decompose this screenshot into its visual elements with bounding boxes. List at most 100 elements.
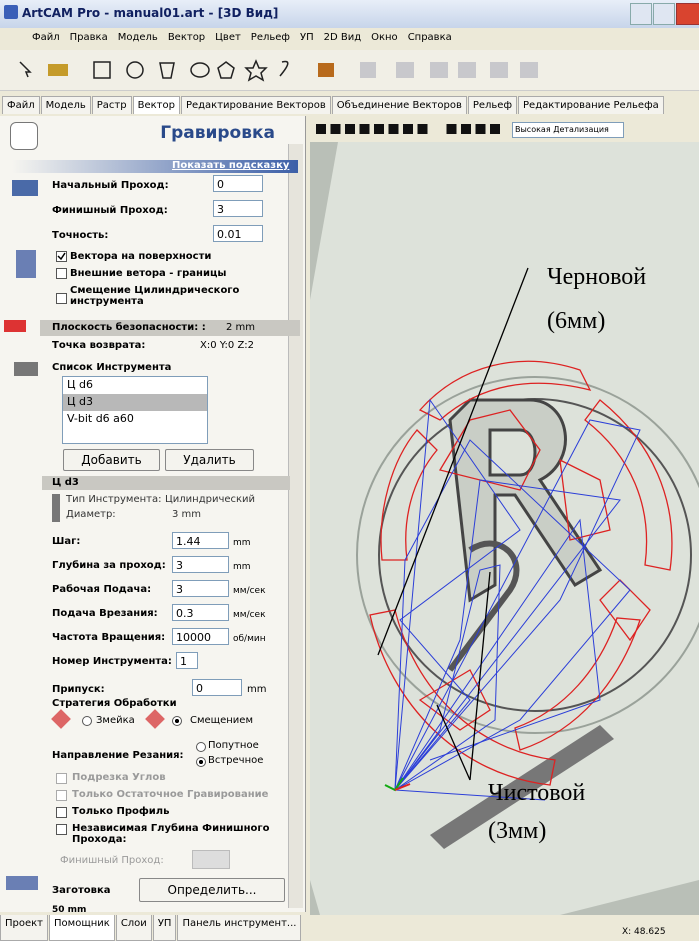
menu-item[interactable]: Файл (32, 32, 60, 43)
allowance-input[interactable]: 0 (192, 679, 242, 696)
panel-title: Гравировка (160, 123, 275, 143)
tool-list-label: Список Инструмента (52, 362, 172, 373)
ribbon-tab[interactable]: Файл (2, 96, 40, 114)
checkbox[interactable] (56, 268, 67, 279)
param-input[interactable]: 1 (176, 652, 198, 669)
param-label: Рабочая Подача: (52, 584, 152, 595)
annotation: Черновой (547, 264, 646, 290)
radio[interactable] (196, 757, 206, 767)
view-button[interactable] (374, 124, 384, 134)
bottom-tab[interactable]: УП (152, 915, 177, 941)
close-button[interactable] (676, 3, 699, 25)
toolbar-icons (19, 59, 538, 82)
strategy-option[interactable]: Змейка (96, 715, 135, 726)
minimize-button[interactable] (630, 3, 652, 25)
define-button[interactable]: Определить... (139, 878, 285, 902)
checkbox (56, 773, 67, 784)
tool-shape (52, 494, 60, 522)
view-button[interactable] (388, 124, 399, 134)
param-unit: mm (233, 538, 251, 548)
radio[interactable] (172, 716, 182, 726)
checkbox-label: Внешние ветора - границы (70, 268, 227, 279)
view-button[interactable] (359, 124, 370, 134)
view-button[interactable] (403, 124, 413, 134)
view-button[interactable] (417, 124, 428, 134)
finish-pass-input (192, 850, 230, 869)
checkbox[interactable] (56, 251, 67, 262)
field-input[interactable]: 0 (213, 175, 263, 192)
strategy-option[interactable]: Смещением (190, 715, 253, 726)
param-input[interactable]: 10000 (172, 628, 229, 645)
ribbon-tab[interactable]: Редактирование Векторов (180, 96, 331, 114)
tool-list[interactable]: Ц d6 Ц d3 V-bit d6 a60 (62, 376, 208, 444)
checkbox[interactable] (56, 824, 67, 835)
tool-list-item[interactable]: Ц d6 (67, 378, 94, 391)
direction-option[interactable]: Попутное (208, 740, 259, 751)
tool-icon (14, 362, 38, 376)
menu-item[interactable]: Вектор (167, 32, 206, 43)
viewport: Черновой (6мм) Чистовой (3мм) (310, 142, 699, 915)
hint-link[interactable]: Показать подсказку (172, 160, 290, 171)
ribbon-tab[interactable]: Вектор (132, 96, 180, 114)
param-input[interactable]: 0.3 (172, 604, 229, 621)
bottom-tab[interactable]: Панель инструмент... (177, 915, 302, 941)
view-button[interactable] (461, 124, 471, 134)
status-bar: X: 48.625 (310, 915, 699, 941)
param-input[interactable]: 3 (172, 580, 229, 597)
safe-plane-label: Плоскость безопасности: : (52, 322, 206, 333)
field-input[interactable]: 0.01 (213, 225, 263, 242)
ribbon-tab[interactable]: Объединение Векторов (331, 96, 467, 114)
param-unit: mm (233, 562, 251, 572)
tool-type-label: Тип Инструмента: (66, 494, 162, 505)
detail-dropdown[interactable]: Высокая Детализация (512, 122, 624, 138)
menu-item[interactable]: Модель (117, 32, 158, 43)
annotation: (6мм) (547, 308, 605, 334)
direction-option[interactable]: Встречное (208, 755, 264, 766)
radio[interactable] (196, 742, 206, 752)
bottom-tab[interactable]: Помощник (49, 915, 115, 941)
tool-diameter: 3 mm (172, 509, 202, 520)
add-button[interactable]: Добавить (63, 449, 160, 471)
ribbon-tab[interactable]: Растр (91, 96, 132, 114)
bottom-tab[interactable]: Слои (115, 915, 152, 941)
checkbox[interactable] (56, 807, 67, 818)
ribbon-tab[interactable]: Модель (40, 96, 91, 114)
tool-header-bar (42, 476, 290, 490)
menu-item[interactable]: Рельеф (250, 32, 290, 43)
menu-item[interactable]: Окно (371, 32, 398, 43)
ribbon-tab[interactable]: Рельеф (467, 96, 518, 114)
view-button[interactable] (475, 124, 486, 134)
title-bar: ArtCAM Pro - manual01.art - [3D Вид] (0, 0, 699, 28)
view-button[interactable] (345, 124, 355, 134)
field-input[interactable]: 3 (213, 200, 263, 217)
view-button[interactable] (330, 124, 341, 134)
view-button[interactable] (446, 124, 457, 134)
view-button[interactable] (490, 124, 500, 134)
view-button[interactable] (316, 124, 326, 134)
param-input[interactable]: 1.44 (172, 532, 229, 549)
scrollbar[interactable] (288, 144, 303, 908)
tool-list-item[interactable]: Ц d3 (63, 394, 207, 411)
stock-icon (6, 876, 38, 890)
menu-item[interactable]: Цвет (215, 32, 241, 43)
tool-list-item[interactable]: V-bit d6 a60 (67, 412, 134, 425)
ribbon-tab[interactable]: Редактирование Рельефа (518, 96, 664, 114)
checkbox[interactable] (56, 293, 67, 304)
menu-item[interactable]: 2D Вид (323, 32, 362, 43)
allowance-label: Припуск: (52, 684, 105, 695)
param-label: Глубина за проход: (52, 560, 166, 571)
ribbon-tabs: Файл Модель Растр Вектор Редактирование Вект… (2, 96, 665, 114)
menu-item[interactable]: Правка (69, 32, 108, 43)
safe-plane-value: 2 mm (226, 322, 256, 333)
menu-item[interactable]: Справка (407, 32, 452, 43)
field-label: Точность: (52, 230, 109, 241)
remove-button[interactable]: Удалить (165, 449, 254, 471)
check (57, 252, 66, 261)
bottom-tab[interactable]: Проект (0, 915, 49, 941)
param-input[interactable]: 3 (172, 556, 229, 573)
maximize-button[interactable] (653, 3, 675, 25)
checkbox-label: Независимая Глубина Финишного Прохода: (72, 823, 270, 845)
checkbox-label: Только Профиль (72, 806, 170, 817)
menu-item[interactable]: УП (299, 32, 314, 43)
radio[interactable] (82, 716, 92, 726)
